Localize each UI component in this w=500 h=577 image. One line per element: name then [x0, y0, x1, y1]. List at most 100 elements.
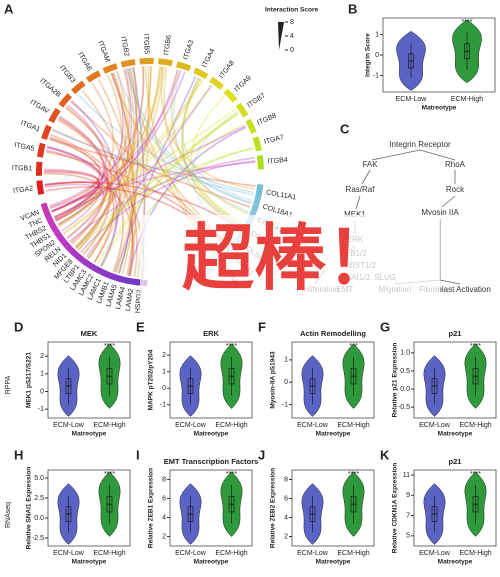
panel-letter: D: [14, 319, 23, 334]
chord: [44, 181, 102, 222]
gene-label: ITGB1: [12, 165, 33, 173]
chord: [51, 82, 115, 213]
plot-frame: [47, 341, 131, 419]
y-axis-label: Relative CDKN1A Expression: [392, 463, 399, 553]
plot-frame: [413, 341, 497, 419]
panel-title: Actin Remodelling: [300, 329, 366, 338]
chord: [57, 66, 161, 226]
plot-frame: [291, 469, 375, 547]
chord: [49, 66, 145, 207]
chord: [54, 78, 202, 221]
chord: [116, 147, 254, 274]
y-axis-label: MEK1 pS217/S221: [26, 352, 33, 408]
gene-label: ITGA1: [19, 120, 40, 134]
y-tick-label: 1: [162, 369, 166, 376]
panel-letter: C: [340, 121, 350, 136]
gene-label: COL11A1: [266, 189, 297, 201]
overlay-backdrop: [140, 215, 440, 310]
y-tick-label: 5: [406, 533, 410, 540]
x-axis-label: Matreotype: [72, 431, 107, 438]
category-label: ECM-Low: [53, 422, 85, 429]
gene-label: ITGB4: [267, 157, 288, 166]
chord: [50, 161, 256, 210]
chord: [93, 68, 135, 263]
gene-label: ITGA5: [14, 142, 35, 153]
panel-letter: F: [258, 319, 266, 334]
category-label: ECM-High: [93, 422, 125, 429]
panel-letter: H: [14, 447, 23, 462]
chord-arc: [176, 61, 192, 72]
y-tick-label: -1: [282, 401, 288, 408]
chord: [85, 85, 213, 258]
chord: [115, 76, 197, 273]
chord: [170, 69, 248, 215]
y-tick-label: 2: [284, 533, 288, 540]
gene-label: ITGA2: [13, 185, 34, 195]
y-tick-label: 0: [284, 379, 288, 386]
chord: [46, 145, 104, 232]
legend-title: Interaction Score: [265, 7, 318, 14]
y-tick-label: 1: [375, 31, 379, 38]
chord-arc: [252, 136, 262, 152]
pathway-node: Ras/Raf: [346, 185, 376, 194]
category-label: ECM-High: [93, 550, 125, 557]
chord: [128, 126, 247, 277]
chord: [110, 72, 134, 274]
panel-title: p21: [449, 329, 462, 338]
chord: [75, 123, 246, 249]
chord-arc: [36, 180, 45, 195]
chord: [46, 149, 115, 263]
chord: [182, 77, 253, 202]
chord-arc: [120, 59, 136, 68]
gene-label: ITGB2: [119, 36, 130, 57]
category-label: ECM-High: [459, 422, 491, 429]
y-tick-label: 1.0: [400, 350, 410, 357]
pathway-node: RhoA: [445, 160, 466, 169]
x-axis-label: Matreotype: [438, 431, 473, 438]
plot-frame: [169, 341, 253, 419]
chord: [43, 171, 101, 218]
chord: [87, 67, 138, 259]
y-tick-label: -1: [373, 72, 379, 79]
pathway-node: FAK: [362, 160, 378, 169]
chord: [49, 136, 111, 256]
pathway-node: Rock: [446, 185, 465, 194]
y-axis-label: Relative SNAI1 Expression: [26, 467, 33, 550]
x-axis-label: Matreotype: [422, 105, 457, 112]
gene-label: ITGA2B: [38, 77, 62, 99]
pathway-node: MEK1: [344, 210, 366, 219]
panel-title: ERK: [203, 329, 219, 338]
chord: [97, 78, 137, 277]
y-tick-label: 7: [406, 512, 410, 519]
chord-arc: [193, 67, 209, 80]
y-tick-label: -1: [38, 406, 44, 413]
significance: ****: [462, 19, 473, 26]
significance: ****: [470, 343, 481, 350]
y-tick-label: 0.0: [400, 386, 410, 393]
y-tick-label: 0: [40, 388, 44, 395]
chord: [69, 156, 256, 242]
panel-letter: E: [136, 319, 145, 334]
chord-arc: [235, 102, 249, 118]
chord: [55, 71, 186, 222]
chord: [46, 146, 118, 267]
significance: ****: [470, 471, 481, 478]
panel-letter: J: [258, 447, 265, 462]
y-tick-label: -0.5: [398, 404, 410, 411]
chord: [163, 67, 241, 229]
panel-letter: B: [348, 1, 357, 16]
chord: [190, 95, 244, 224]
gene-label: ITGB7: [246, 92, 267, 109]
chord: [55, 69, 131, 221]
category-label: ECM-Low: [419, 550, 451, 557]
gene-label: HSPG2: [135, 289, 144, 313]
y-tick-label: 1: [40, 371, 44, 378]
chord: [58, 65, 152, 228]
y-tick-label: -1: [160, 402, 166, 409]
chord: [57, 69, 179, 226]
chord: [57, 108, 236, 226]
chord-arc: [48, 108, 61, 124]
chord: [54, 66, 164, 221]
gene-label: ITGA9: [233, 74, 253, 93]
panel-letter: A: [4, 1, 14, 16]
